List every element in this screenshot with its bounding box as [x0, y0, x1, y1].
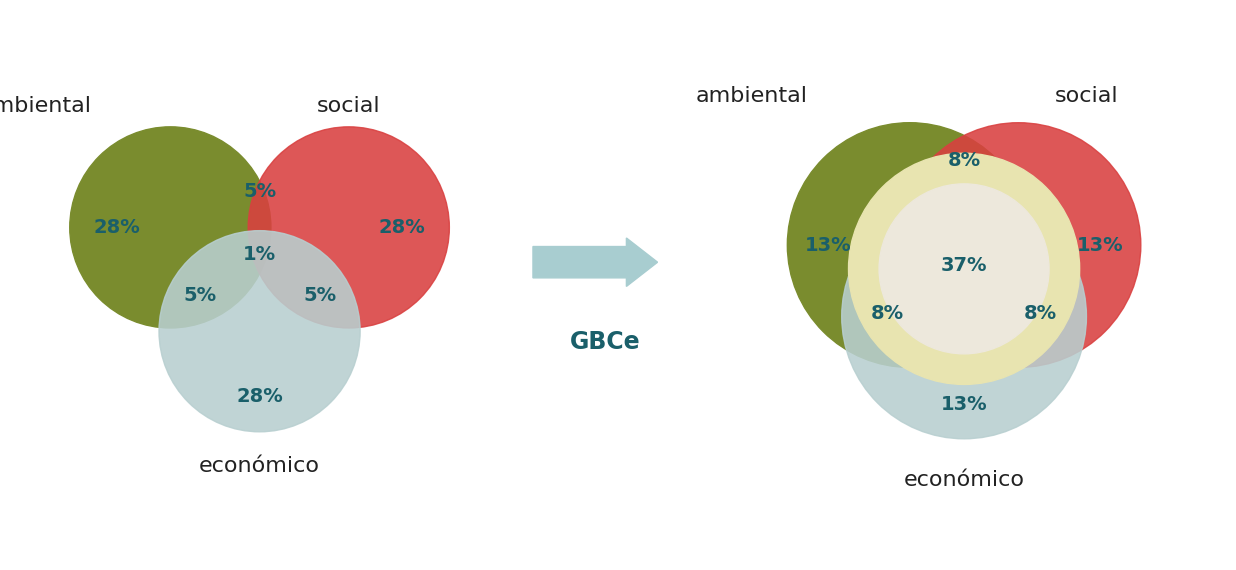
Text: ambiental: ambiental [0, 96, 91, 116]
Text: 13%: 13% [941, 396, 988, 414]
Circle shape [69, 127, 271, 328]
Text: 5%: 5% [303, 286, 336, 305]
Text: 5%: 5% [243, 182, 276, 201]
Text: 28%: 28% [236, 386, 283, 406]
Text: 8%: 8% [871, 304, 905, 323]
Text: 8%: 8% [1023, 304, 1057, 323]
Text: 5%: 5% [183, 286, 216, 305]
Circle shape [842, 194, 1086, 439]
Text: económico: económico [904, 470, 1025, 490]
Circle shape [159, 231, 360, 432]
Text: económico: económico [199, 456, 320, 476]
Text: 13%: 13% [805, 235, 852, 255]
Text: social: social [316, 96, 381, 116]
Circle shape [848, 153, 1080, 384]
Circle shape [896, 123, 1141, 368]
Circle shape [248, 127, 450, 328]
Text: 28%: 28% [94, 218, 140, 237]
Text: 1%: 1% [243, 246, 276, 264]
FancyArrow shape [533, 238, 658, 286]
Circle shape [879, 184, 1049, 354]
Text: 8%: 8% [948, 150, 980, 170]
Text: 13%: 13% [1077, 235, 1124, 255]
Text: ambiental: ambiental [696, 86, 807, 105]
Text: 28%: 28% [379, 218, 425, 237]
Text: 37%: 37% [941, 256, 988, 275]
Text: GBCe: GBCe [570, 330, 641, 354]
Circle shape [787, 123, 1032, 368]
Text: social: social [1054, 86, 1119, 105]
